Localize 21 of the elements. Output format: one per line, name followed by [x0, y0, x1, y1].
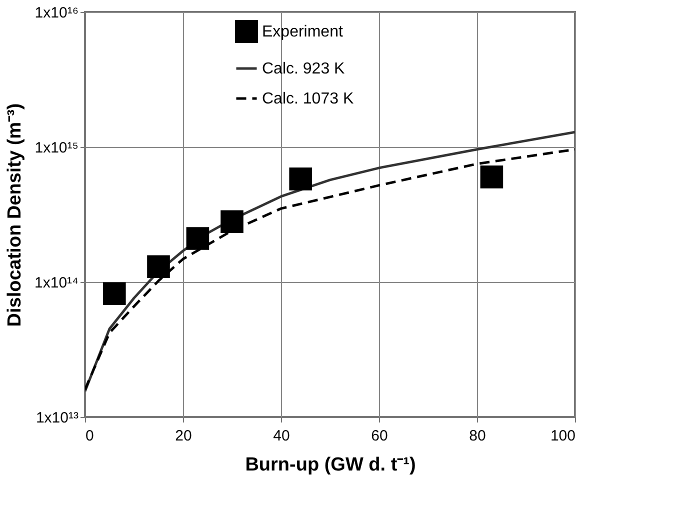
y-tick-label: 1x10¹⁶	[34, 4, 78, 22]
point	[289, 168, 312, 190]
x-tick-label: 0	[86, 428, 94, 444]
legend-label: Calc. 1073 K	[262, 90, 354, 108]
legend-label: Calc. 923 K	[262, 60, 346, 78]
x-tick-label: 80	[469, 428, 486, 444]
x-tick-label: 100	[550, 428, 576, 444]
point	[480, 166, 504, 188]
point	[103, 282, 126, 306]
legend-label: Experiment	[262, 24, 344, 40]
y-tick-label: 1x10¹³	[36, 410, 78, 426]
x-axis-title: Burn-up (GW d. t⁻¹)	[245, 454, 416, 476]
y-axis-title: Dislocation Density (m⁻³)	[4, 103, 26, 327]
point	[147, 255, 170, 278]
x-tick-label: 40	[273, 428, 290, 444]
x-tick-label: 60	[371, 428, 388, 444]
point	[220, 210, 244, 234]
point	[186, 227, 210, 250]
y-tick-label: 1x10¹⁴	[34, 274, 78, 292]
y-tick-label: 1x10¹⁵	[34, 140, 78, 156]
x-tick-label: 20	[175, 428, 192, 444]
